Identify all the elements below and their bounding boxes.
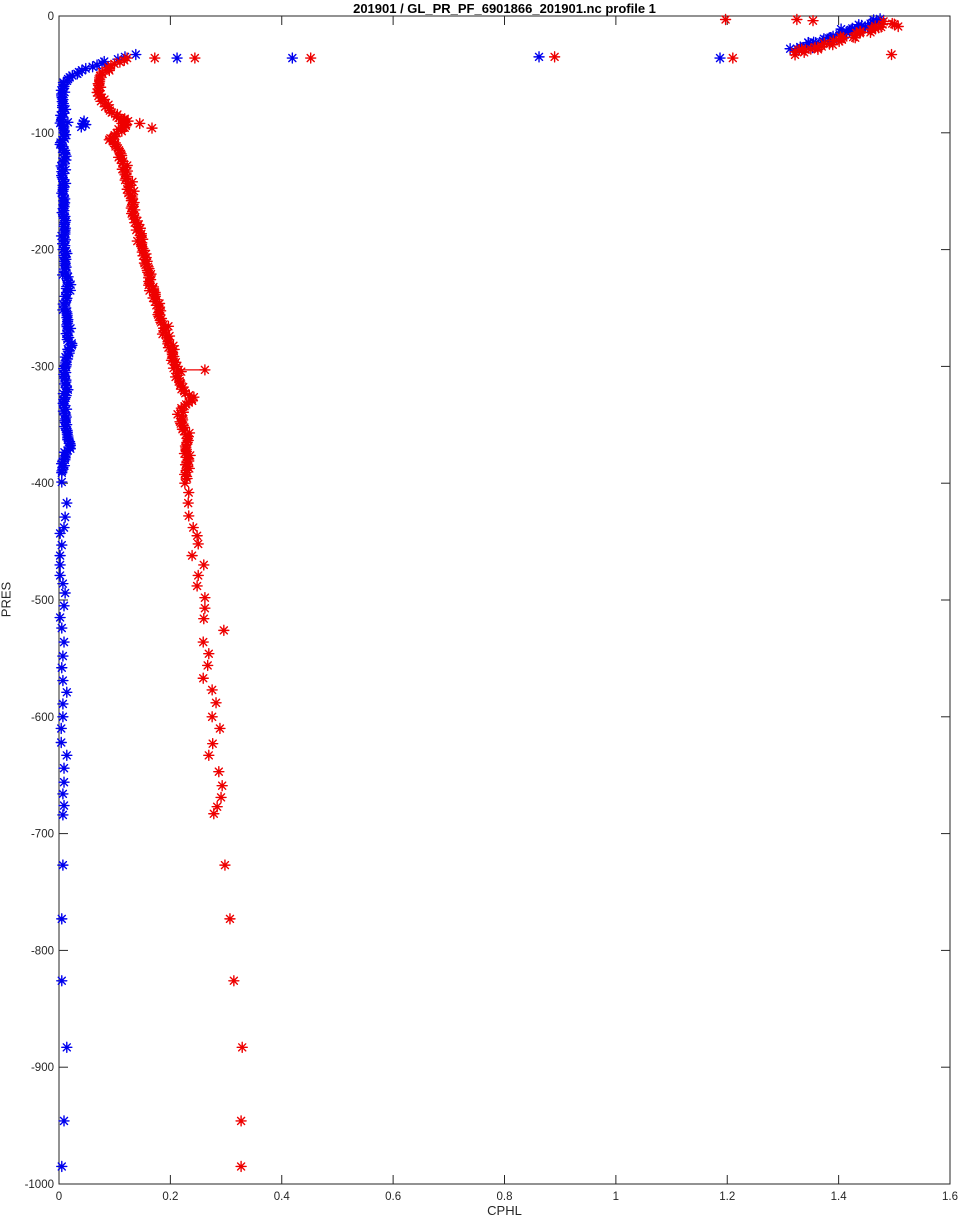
x-axis-label: CPHL (487, 1203, 522, 1218)
y-tick-label: -900 (31, 1062, 54, 1074)
x-tick-label: 0.6 (385, 1191, 401, 1203)
y-tick-label: -300 (31, 361, 54, 373)
connector-endpoint (199, 364, 211, 376)
y-tick-label: -200 (31, 245, 54, 257)
axes-box (58, 15, 951, 1185)
y-axis-label: PRES (0, 581, 14, 618)
axis-tick-labels: 0 0.2 0.4 0.6 0.8 1 1.2 1.4 1.6 0 -100 -200 -300 -400… (25, 11, 958, 1203)
x-tick-label: 1.2 (719, 1191, 735, 1203)
x-tick-label: 1.6 (942, 1191, 958, 1203)
y-tick-label: -100 (31, 128, 54, 140)
y-tick-label: -1000 (25, 1179, 54, 1191)
y-tick-label: 0 (48, 11, 54, 23)
profile-blue-points (54, 13, 886, 1173)
y-tick-label: -600 (31, 712, 54, 724)
x-tick-label: 0.8 (497, 1191, 513, 1203)
x-tick-label: 0 (56, 1191, 62, 1203)
x-tick-label: 0.2 (162, 1191, 178, 1203)
y-tick-label: -700 (31, 829, 54, 841)
y-tick-label: -500 (31, 595, 54, 607)
x-tick-label: 1.4 (831, 1191, 848, 1203)
x-tick-label: 1 (613, 1191, 619, 1203)
y-tick-label: -800 (31, 945, 54, 957)
y-tick-label: -400 (31, 478, 54, 490)
chart-title: 201901 / GL_PR_PF_6901866_201901.nc prof… (353, 1, 656, 16)
x-tick-label: 0.4 (274, 1191, 291, 1203)
profile-red-points (91, 13, 904, 1173)
connector-segments (179, 364, 211, 376)
